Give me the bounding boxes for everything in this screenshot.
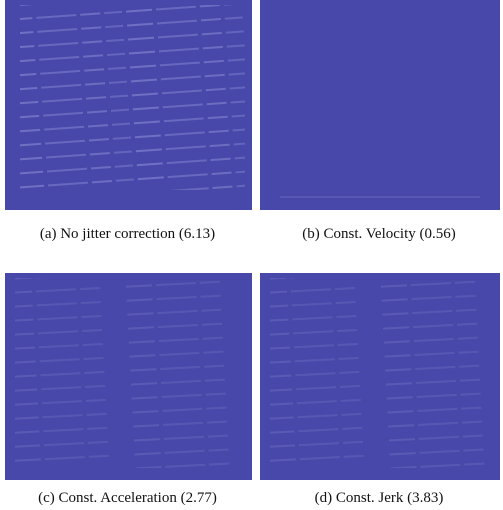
heatmap xyxy=(260,273,500,480)
panel-image xyxy=(5,0,252,210)
panel-image xyxy=(5,273,252,480)
figure-page: (a) No jitter correction (6.13) (b) Cons… xyxy=(0,0,503,510)
caption: (d) Const. Jerk (3.83) xyxy=(255,490,503,507)
caption: (a) No jitter correction (6.13) xyxy=(0,226,255,243)
caption: (c) Const. Acceleration (2.77) xyxy=(0,490,255,507)
panel-image xyxy=(260,273,500,480)
panel-image xyxy=(260,0,500,210)
heatmap xyxy=(260,0,500,210)
heatmap xyxy=(5,273,252,480)
caption: (b) Const. Velocity (0.56) xyxy=(255,226,503,243)
heatmap xyxy=(5,0,252,210)
